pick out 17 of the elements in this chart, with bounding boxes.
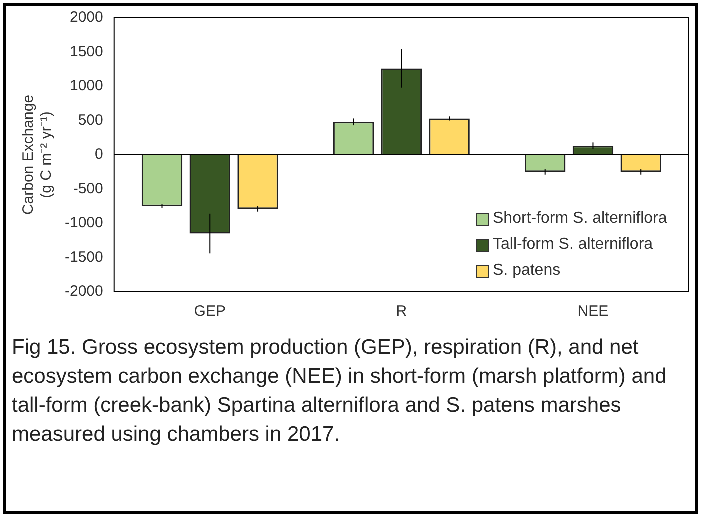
x-tick-label: R (396, 303, 408, 320)
y-tick-label: 2000 (70, 9, 104, 26)
y-tick-label: 1500 (70, 43, 104, 60)
x-tick-label: GEP (194, 303, 226, 320)
y-tick-label: -1000 (64, 214, 104, 232)
legend-label: Short-form S. alterniflora (493, 209, 668, 229)
y-axis-title: Carbon Exchange (g C m⁻² yr⁻¹) (20, 94, 56, 216)
y-tick-label: 1000 (70, 78, 104, 95)
legend-label: Tall-form S. alterniflora (493, 235, 654, 255)
y-tick-label: -2000 (64, 283, 104, 300)
y-tick-label: 500 (78, 112, 104, 129)
y-tick-label: -1500 (64, 248, 104, 266)
legend-label: S. patens (493, 261, 561, 281)
caption: Fig 15. Gross ecosystem production (GEP), respiration (R), and net ecosystem carbon exchange (NEE) in short-form (marsh platform) and tall-form (creek-bank) Spartina alterniflora and S. patens marshes measured using chambers in 2017. (12, 335, 668, 448)
y-tick-label: -500 (73, 180, 104, 198)
y-tick-label: 0 (95, 146, 104, 164)
x-tick-label: NEE (578, 303, 609, 320)
